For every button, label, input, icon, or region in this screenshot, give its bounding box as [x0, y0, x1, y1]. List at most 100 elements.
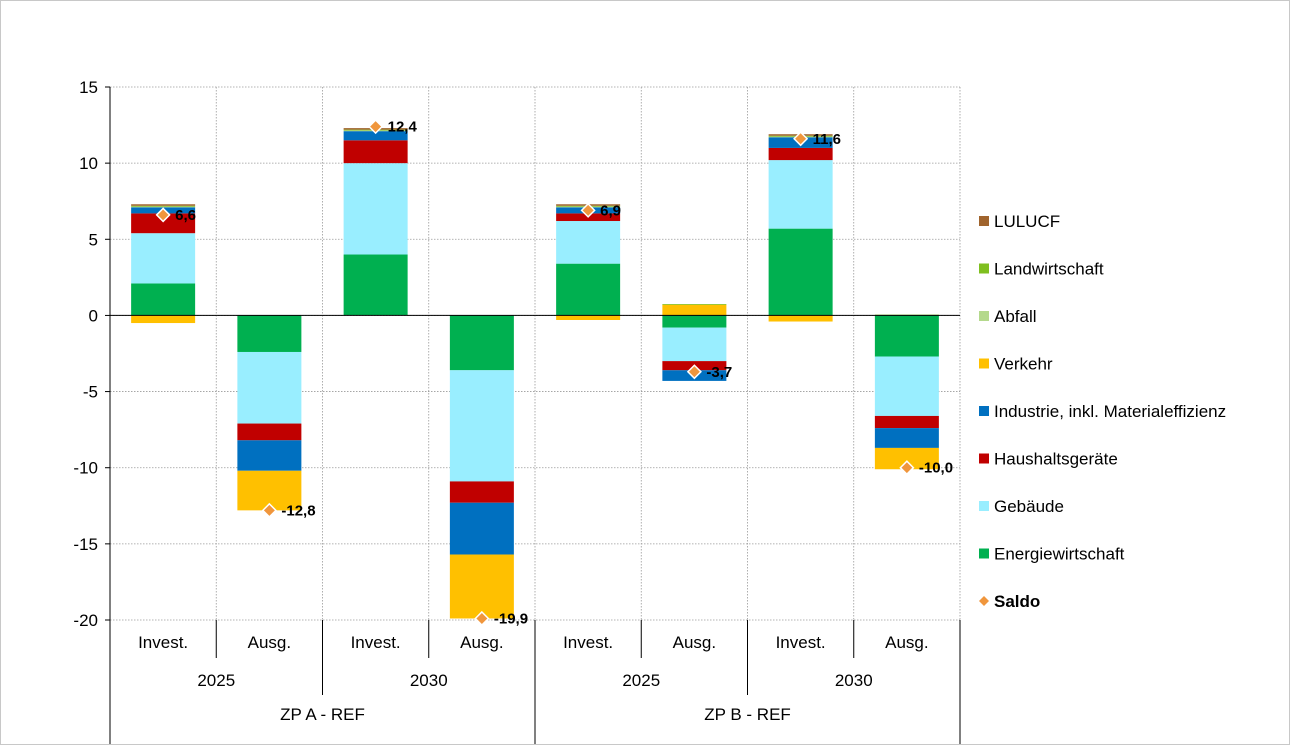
legend: LULUCF Landwirtschaft Abfall Verkehr Industr… — [979, 212, 1226, 611]
saldo-marker — [261, 502, 277, 518]
bar-segment — [556, 315, 621, 320]
bar-segment — [556, 263, 621, 316]
bar-segment — [343, 254, 408, 316]
bar-segment — [874, 447, 939, 470]
bar-segment — [131, 283, 196, 316]
x-category-label: Ausg. — [673, 633, 716, 652]
y-tick-label: -5 — [83, 383, 98, 402]
bar-segment — [874, 428, 939, 448]
y-tick-label: -15 — [73, 535, 98, 554]
bar-segment — [449, 502, 514, 555]
x-year-label: 2030 — [410, 671, 448, 690]
bar-segment — [237, 315, 302, 352]
bar-segment — [131, 233, 196, 284]
saldo-marker — [474, 610, 490, 627]
bar-segment — [343, 140, 408, 164]
saldo-marker — [580, 202, 596, 218]
legend-label: Haushaltsgeräte — [994, 450, 1118, 469]
x-category-label: Invest. — [138, 633, 188, 652]
legend-label: Industrie, inkl. Materialeffizienz — [994, 402, 1226, 421]
saldo-marker — [686, 364, 702, 380]
legend-swatch — [979, 216, 989, 226]
bar-segment — [662, 304, 727, 305]
bar-segment — [237, 440, 302, 471]
bar-segment — [449, 315, 514, 371]
y-tick-label: 15 — [79, 78, 98, 97]
saldo-data-label: -19,9 — [494, 610, 528, 627]
bar-segment — [131, 205, 196, 207]
y-tick-label: -10 — [73, 459, 98, 478]
legend-label: Verkehr — [994, 355, 1053, 374]
x-category-labels: Invest. Ausg. Invest. Ausg. Invest. Ausg. Inve… — [138, 633, 929, 724]
bar-segment — [662, 304, 727, 316]
legend-label: Saldo — [994, 592, 1040, 611]
legend-swatch — [979, 311, 989, 321]
saldo-data-label: -10,0 — [919, 460, 953, 477]
bar-segment — [768, 160, 833, 229]
bar-segment — [131, 213, 196, 234]
saldo-marker — [793, 131, 809, 147]
legend-swatch-saldo — [979, 596, 989, 606]
x-category-label: Ausg. — [885, 633, 928, 652]
legend-label: Energiewirtschaft — [994, 545, 1125, 564]
legend-label: LULUCF — [994, 212, 1060, 231]
x-year-label: 2030 — [835, 671, 873, 690]
x-year-label: 2025 — [197, 671, 235, 690]
x-category-label: Invest. — [776, 633, 826, 652]
y-tick-label: 0 — [89, 306, 98, 325]
saldo-data-label: -3,7 — [706, 364, 732, 381]
saldo-data-label: 6,9 — [600, 202, 621, 219]
legend-swatch — [979, 548, 989, 559]
x-group-label: ZP A - REF — [280, 705, 365, 724]
bar-segment — [768, 228, 833, 316]
y-tick-labels: 15 10 5 0 -5 -10 -15 -20 — [73, 78, 98, 630]
bar-segment — [662, 315, 727, 328]
y-tick-label: -20 — [73, 611, 98, 630]
saldo-marker — [899, 460, 915, 476]
bar-segment — [131, 315, 196, 324]
saldo-markers — [155, 119, 915, 627]
saldo-marker — [368, 119, 384, 135]
legend-label: Gebäude — [994, 497, 1064, 516]
bar-segment — [768, 315, 833, 322]
x-category-label: Ausg. — [460, 633, 503, 652]
bar-segment — [662, 327, 727, 362]
bar-segment — [874, 315, 939, 357]
legend-label: Abfall — [994, 307, 1037, 326]
bar-segment — [874, 415, 939, 429]
legend-swatch — [979, 453, 989, 464]
legend-swatch — [979, 358, 989, 369]
bar-segment — [237, 351, 302, 424]
legend-label: Landwirtschaft — [994, 260, 1104, 279]
x-category-label: Invest. — [563, 633, 613, 652]
bar-segment — [874, 356, 939, 416]
bar-segment — [343, 131, 408, 141]
bar-segment — [556, 221, 621, 264]
x-group-label: ZP B - REF — [704, 705, 791, 724]
bar-segment — [343, 163, 408, 255]
x-year-label: 2025 — [622, 671, 660, 690]
bar-segment — [768, 147, 833, 161]
data-labels: 6,6 -12,8 12,4 -19,9 6,9 -3,7 11,6 -10,0 — [175, 119, 953, 628]
saldo-marker — [155, 207, 171, 223]
saldo-data-label: -12,8 — [281, 502, 315, 519]
y-tick-label: 10 — [79, 154, 98, 173]
bar-segment — [237, 423, 302, 441]
bar-segment — [131, 206, 196, 208]
axes — [105, 86, 961, 744]
bar-segment — [449, 370, 514, 482]
saldo-data-label: 12,4 — [388, 119, 418, 136]
saldo-data-label: 11,6 — [813, 131, 841, 148]
legend-swatch — [979, 406, 989, 416]
legend-swatch — [979, 263, 989, 274]
y-tick-label: 5 — [89, 230, 98, 249]
legend-swatch — [979, 501, 989, 511]
saldo-data-label: 6,6 — [175, 207, 196, 224]
x-category-label: Ausg. — [248, 633, 291, 652]
x-category-label: Invest. — [351, 633, 401, 652]
bar-segment — [131, 204, 196, 206]
bar-segment — [449, 554, 514, 619]
bar-segment — [449, 481, 514, 503]
